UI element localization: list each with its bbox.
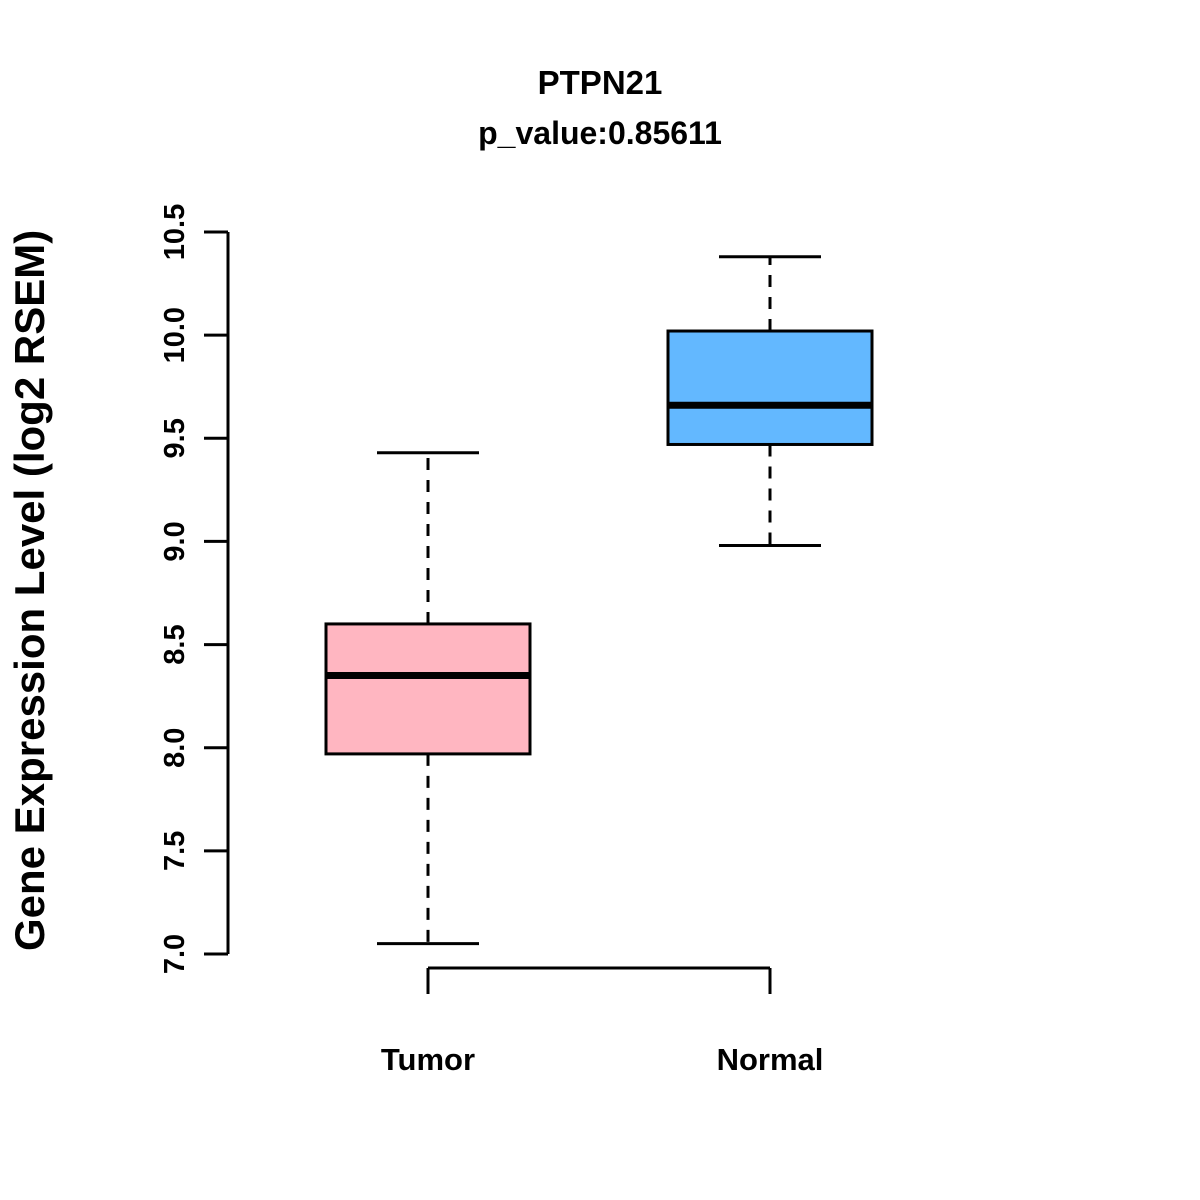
box-normal [666,329,874,446]
chart-subtitle: p_value:0.85611 [478,115,722,151]
title-block: PTPN21 p_value:0.85611 [0,66,1200,149]
y-tick-label: 9.0 [159,521,191,561]
y-tick-label: 10.5 [159,204,191,260]
y-tick-label: 8.5 [159,624,191,664]
x-category-label: Normal [717,1042,824,1077]
box-tumor [324,622,532,756]
y-tick-label: 7.0 [159,934,191,974]
y-tick-label: 8.0 [159,728,191,768]
x-category-label: Tumor [381,1042,475,1077]
y-tick-label: 10.0 [159,307,191,363]
y-tick-label: 9.5 [159,418,191,458]
y-axis-label: Gene Expression Level (log2 RSEM) [6,229,53,951]
y-tick-label: 7.5 [159,831,191,871]
chart-title: PTPN21 [537,64,663,101]
